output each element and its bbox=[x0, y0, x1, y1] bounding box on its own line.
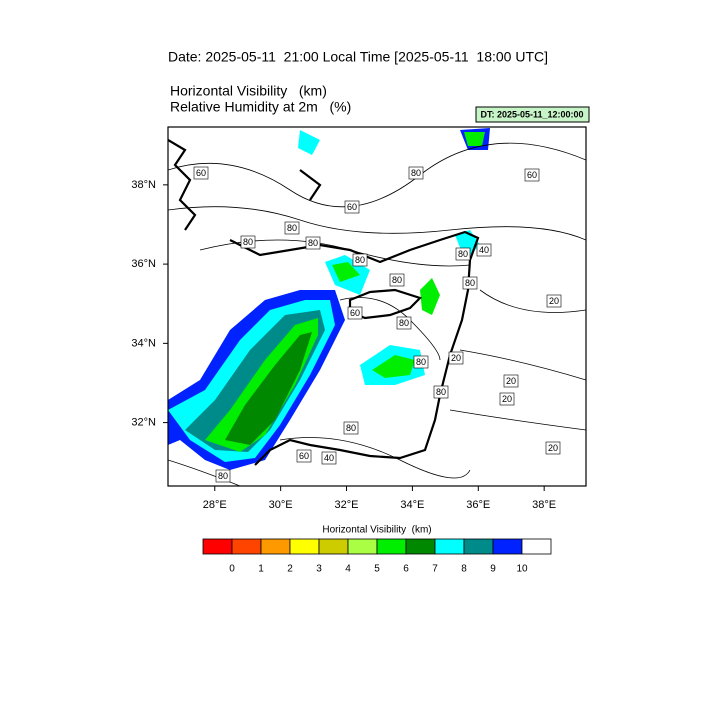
subtitle: Horizontal Visibility (km) bbox=[170, 83, 327, 99]
contour-label-box bbox=[284, 221, 300, 235]
contour-label: 40 bbox=[479, 245, 489, 255]
colorbar-box bbox=[492, 538, 523, 555]
colorbar-box bbox=[289, 538, 320, 555]
colorbar-label: 0 bbox=[229, 564, 235, 575]
dt-label: DT: 2025-05-11_12:00:00 bbox=[480, 109, 583, 119]
colorbar-box bbox=[463, 538, 494, 555]
contour-label-box bbox=[545, 441, 561, 455]
colorbar-label: 8 bbox=[461, 564, 467, 575]
contour-label-box bbox=[193, 166, 209, 180]
contour-label-box bbox=[524, 168, 540, 182]
colorbar-box bbox=[347, 538, 378, 555]
title: Date: 2025-05-11 21:00 Local Time [2025-… bbox=[168, 49, 548, 65]
contour-label: 20 bbox=[549, 296, 559, 306]
contour-label: 60 bbox=[527, 170, 537, 180]
contour-label: 80 bbox=[346, 423, 356, 433]
colorbar-box bbox=[521, 538, 552, 555]
contour-label: 80 bbox=[465, 278, 475, 288]
contour-label: 80 bbox=[416, 357, 426, 367]
contour-label: 80 bbox=[392, 275, 402, 285]
map bbox=[167, 126, 587, 487]
contour-label-box bbox=[476, 243, 492, 257]
colorbar-label: 3 bbox=[316, 564, 322, 575]
x-tick-label: 36°E bbox=[466, 499, 490, 511]
colorbar-label: 5 bbox=[374, 564, 380, 575]
colorbar-box bbox=[231, 538, 262, 555]
contour-label: 80 bbox=[411, 168, 421, 178]
colorbar-box bbox=[405, 538, 436, 555]
contour-label-box bbox=[321, 451, 337, 465]
contour-label-box bbox=[462, 276, 478, 290]
subtitle: Relative Humidity at 2m (%) bbox=[170, 99, 351, 115]
contour-label-box bbox=[343, 421, 359, 435]
contour-label-box bbox=[396, 316, 412, 330]
x-tick-label: 38°E bbox=[532, 499, 556, 511]
colorbar-label: 6 bbox=[403, 564, 409, 575]
contour-label-box bbox=[503, 374, 519, 388]
colorbar-title: Horizontal Visibility (km) bbox=[322, 525, 431, 536]
contour-label: 20 bbox=[451, 353, 461, 363]
x-tick-label: 28°E bbox=[203, 499, 227, 511]
contour-label: 80 bbox=[308, 238, 318, 248]
colorbar-box bbox=[318, 538, 349, 555]
contour-label: 20 bbox=[548, 443, 558, 453]
contour-label-box bbox=[546, 294, 562, 308]
y-tick-label: 38°N bbox=[131, 179, 156, 191]
contour-label: 60 bbox=[299, 451, 309, 461]
contour-label: 60 bbox=[347, 202, 357, 212]
contour-label-box bbox=[215, 469, 231, 483]
contour-label-box bbox=[413, 355, 429, 369]
contour-label-box bbox=[352, 253, 368, 267]
dt-box bbox=[475, 106, 590, 123]
colorbar-label: 1 bbox=[258, 564, 264, 575]
contour-label-box bbox=[347, 306, 363, 320]
y-tick-label: 36°N bbox=[131, 258, 156, 270]
contour-label: 40 bbox=[324, 453, 334, 463]
contour-label-box bbox=[344, 200, 360, 214]
contour-label: 80 bbox=[436, 387, 446, 397]
contour-label: 80 bbox=[243, 237, 253, 247]
contour-label-box bbox=[296, 449, 312, 463]
contour-label: 20 bbox=[506, 376, 516, 386]
contour-label: 80 bbox=[399, 318, 409, 328]
contour-label-box bbox=[408, 166, 424, 180]
contour-label-box bbox=[240, 235, 256, 249]
x-tick-label: 30°E bbox=[269, 499, 293, 511]
x-tick-label: 32°E bbox=[335, 499, 359, 511]
contour-label: 60 bbox=[350, 308, 360, 318]
contour-label-box bbox=[448, 351, 464, 365]
contour-label-box bbox=[389, 273, 405, 287]
contour-label-box bbox=[433, 385, 449, 399]
contour-label: 80 bbox=[355, 255, 365, 265]
contour-label: 80 bbox=[458, 249, 468, 259]
contour-label: 20 bbox=[502, 394, 512, 404]
colorbar-label: 4 bbox=[345, 564, 351, 575]
contour-label-box bbox=[305, 236, 321, 250]
contour-label: 80 bbox=[287, 223, 297, 233]
colorbar-label: 9 bbox=[490, 564, 496, 575]
contour-label-box bbox=[455, 247, 471, 261]
y-tick-label: 32°N bbox=[131, 417, 156, 429]
colorbar-label: 7 bbox=[432, 564, 438, 575]
contour-label-box bbox=[499, 392, 515, 406]
colorbar-box bbox=[260, 538, 291, 555]
colorbar-box bbox=[376, 538, 407, 555]
contour-label: 80 bbox=[218, 471, 228, 481]
colorbar-box bbox=[202, 538, 233, 555]
colorbar-box bbox=[434, 538, 465, 555]
x-tick-label: 34°E bbox=[400, 499, 424, 511]
contour-label: 60 bbox=[196, 168, 206, 178]
colorbar-label: 2 bbox=[287, 564, 293, 575]
y-tick-label: 34°N bbox=[131, 337, 156, 349]
colorbar-label: 10 bbox=[516, 564, 528, 575]
